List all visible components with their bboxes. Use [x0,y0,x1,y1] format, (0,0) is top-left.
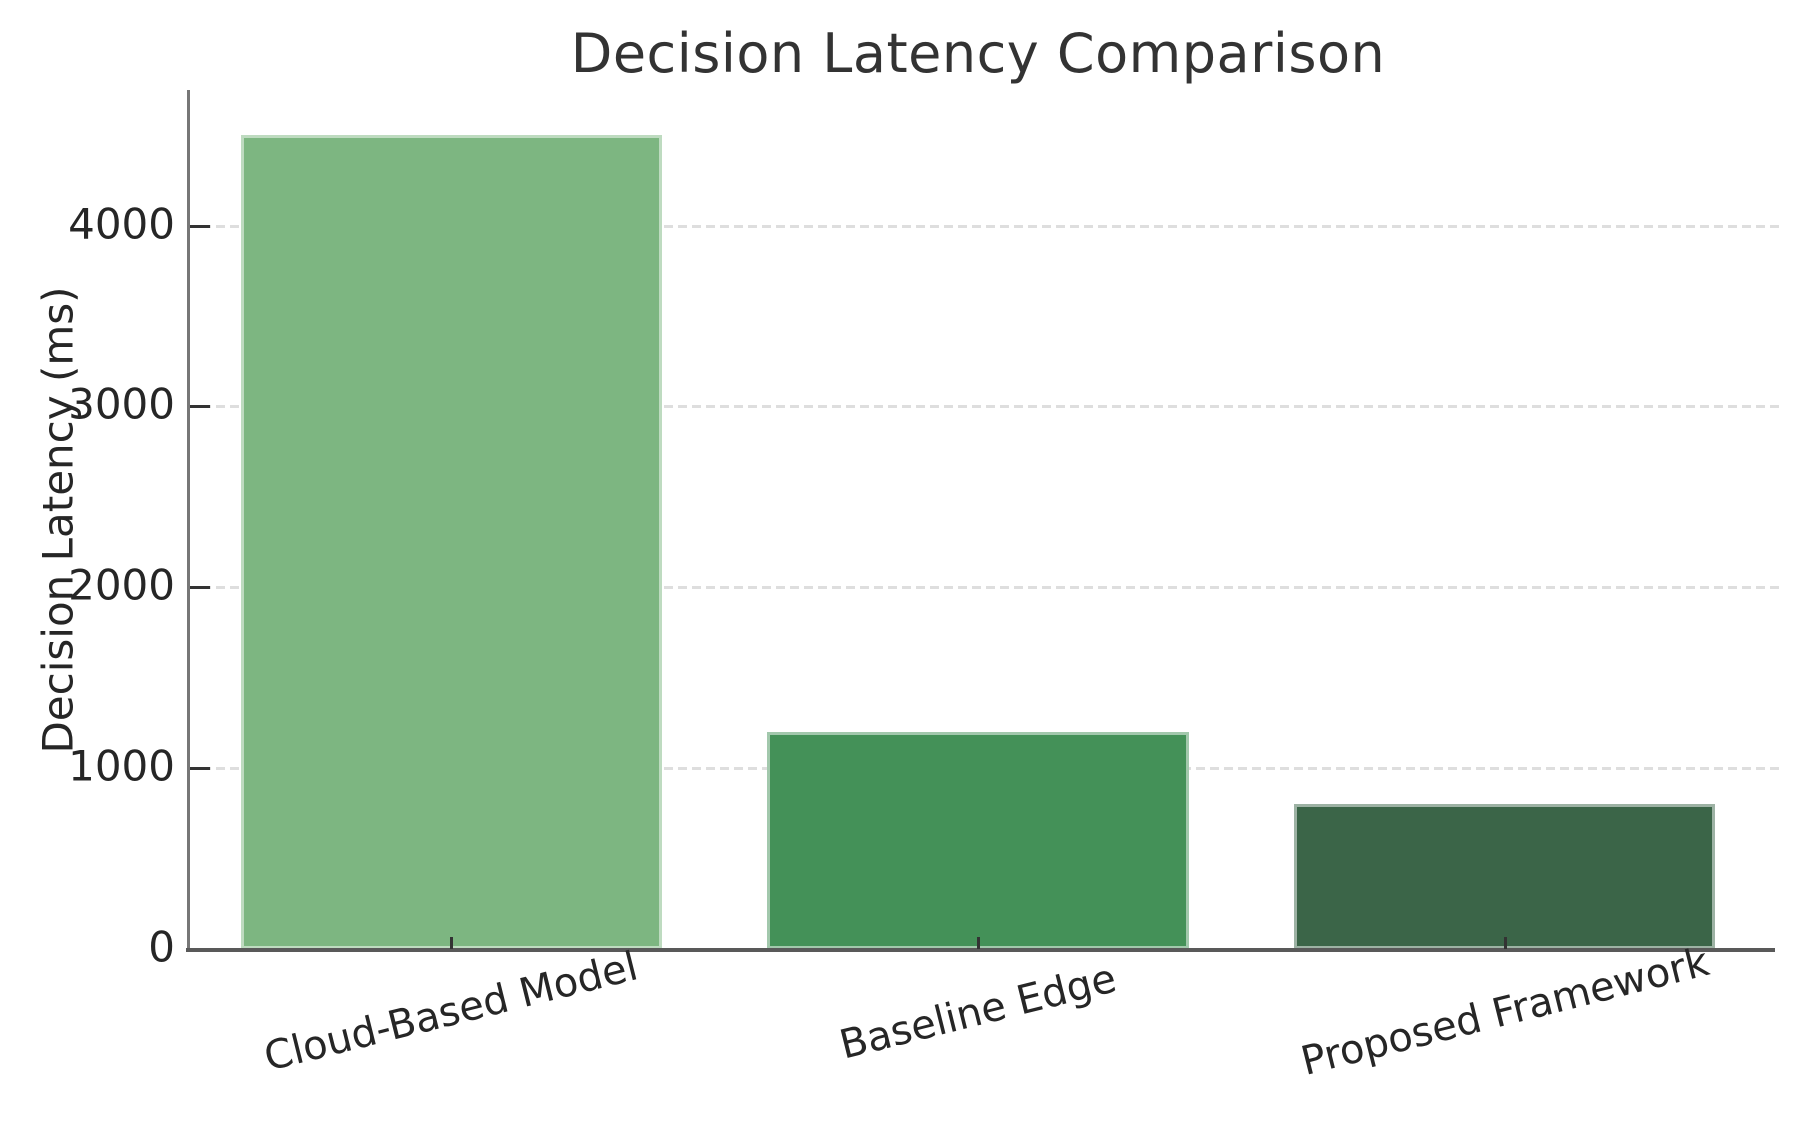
ytick-label-1000: 1000 [68,741,175,791]
spine-bottom [186,948,1775,952]
ytick-mark-3000 [190,405,210,409]
bar-baseline-edge [767,731,1189,949]
xtick-label-proposed-framework: Proposed Framework [1296,939,1714,1085]
bar-cloud-based-model [240,135,662,949]
gridline-3000 [188,405,1780,409]
xtick-mark-cloud-based-model [450,937,454,949]
ytick-mark-2000 [190,586,210,590]
ytick-mark-4000 [190,224,210,228]
xtick-mark-proposed-framework [1503,937,1507,949]
xtick-mark-baseline-edge [977,937,980,949]
y-axis-label: Decision Latency (ms) [33,286,83,754]
ytick-label-3000: 3000 [68,380,175,430]
ytick-mark-1000 [190,767,210,771]
bar-proposed-framework [1294,804,1716,949]
gridline-2000 [188,586,1780,590]
xtick-label-baseline-edge: Baseline Edge [835,955,1121,1069]
chart-title: Decision Latency Comparison [570,22,1386,85]
ytick-label-2000: 2000 [68,560,175,610]
ytick-label-0: 0 [148,922,175,972]
spine-left [187,90,190,952]
ytick-label-4000: 4000 [68,199,175,249]
gridline-4000 [188,224,1780,228]
xtick-label-cloud-based-model: Cloud-Based Model [260,943,643,1081]
